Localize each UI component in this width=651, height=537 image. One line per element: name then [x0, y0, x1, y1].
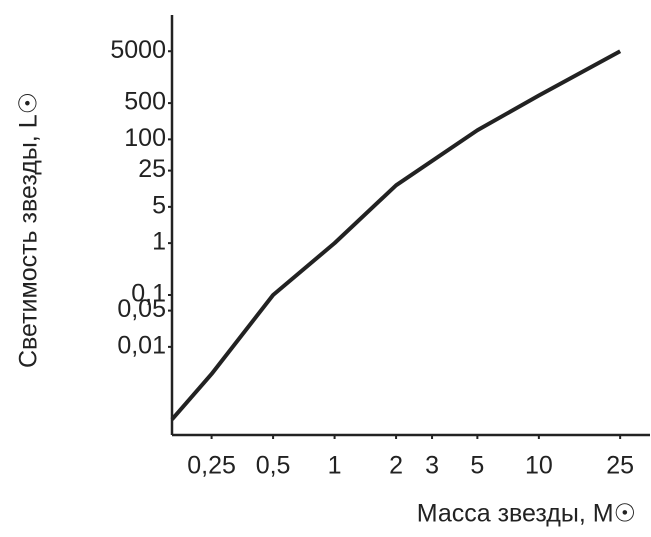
x-tick-label: 1	[328, 452, 342, 480]
y-tick-label: 25	[138, 155, 166, 183]
y-tick-label: 0,01	[117, 331, 166, 359]
x-tick-label: 0,5	[256, 452, 291, 480]
x-tick-label: 10	[525, 452, 553, 480]
y-tick-label: 100	[124, 124, 166, 152]
x-tick-label: 3	[425, 452, 439, 480]
x-tick-label: 0,25	[187, 452, 236, 480]
y-axis-label: Светимость звезды, L☉	[15, 92, 43, 368]
x-tick-label: 5	[470, 452, 484, 480]
y-tick-label: 0,05	[117, 295, 166, 323]
x-tick-label: 25	[606, 452, 634, 480]
y-tick-label: 0,1	[131, 280, 166, 308]
line	[170, 49, 622, 421]
x-axis-label: Масса звезды, M☉	[417, 500, 636, 528]
y-tick-label: 5	[152, 191, 166, 219]
y-tick-label: 500	[124, 88, 166, 116]
y-tick-label: 5000	[110, 36, 166, 64]
y-tick-label: 1	[152, 228, 166, 256]
x-tick-label: 2	[389, 452, 403, 480]
